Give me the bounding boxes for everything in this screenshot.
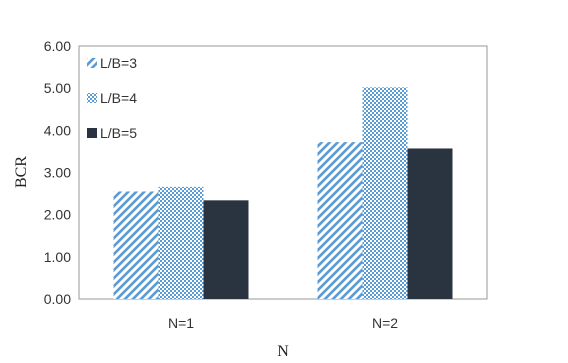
legend-swatch <box>87 58 97 68</box>
y-tick-label: 3.00 <box>44 165 71 181</box>
bar-L/B=5-N=1 <box>203 200 249 299</box>
x-axis-title: N <box>277 343 289 360</box>
bar-L/B=4-N=1 <box>158 186 204 299</box>
bar-L/B=4-N=2 <box>362 87 408 299</box>
legend-swatch <box>87 128 97 138</box>
y-axis-title: BCR <box>13 156 30 188</box>
bars-group <box>113 87 453 299</box>
legend-swatch <box>87 93 97 103</box>
bar-L/B=3-N=2 <box>317 142 363 299</box>
y-tick-label: 2.00 <box>44 207 71 223</box>
x-category-label: N=1 <box>168 315 194 331</box>
bar-L/B=5-N=2 <box>407 148 453 299</box>
legend: L/B=3 L/B=4 L/B=5 <box>87 55 137 141</box>
bar-L/B=3-N=1 <box>113 191 159 299</box>
legend-label: L/B=3 <box>100 55 137 71</box>
legend-label: L/B=5 <box>100 125 137 141</box>
y-tick-label: 1.00 <box>44 249 71 265</box>
legend-label: L/B=4 <box>100 90 137 106</box>
x-category-label: N=2 <box>372 315 398 331</box>
x-category-labels: N=1 N=2 <box>168 315 398 331</box>
y-tick-label: 0.00 <box>44 291 71 307</box>
y-tick-label: 6.00 <box>44 38 71 54</box>
y-tick-label: 5.00 <box>44 80 71 96</box>
y-tick-label: 4.00 <box>44 122 71 138</box>
y-tick-labels: 0.00 1.00 2.00 3.00 4.00 5.00 6.00 <box>44 38 71 307</box>
